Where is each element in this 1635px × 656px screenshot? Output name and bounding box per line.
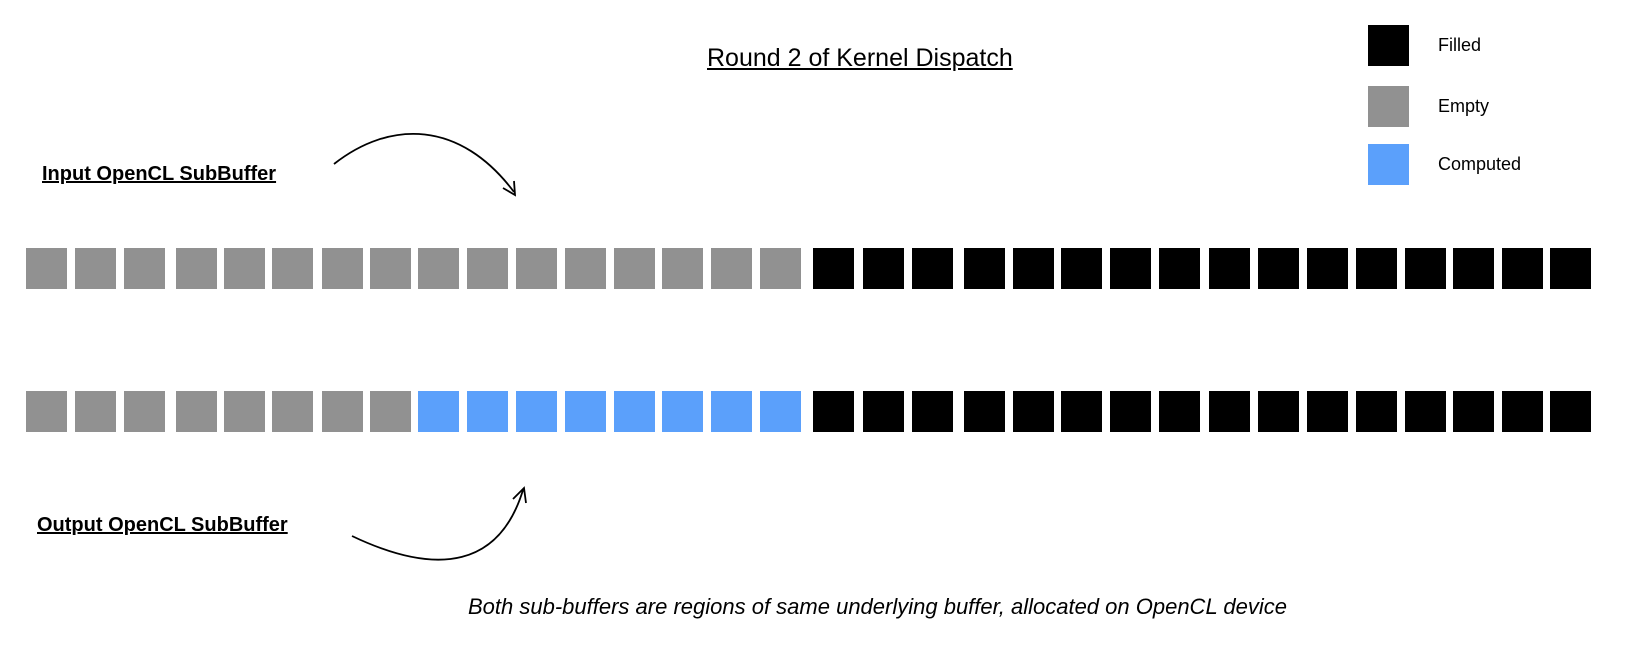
buffer-cell-empty [272,391,313,432]
buffer-cell-filled [813,391,854,432]
buffer-cell-empty [176,391,217,432]
buffer-cell-computed [467,391,508,432]
buffer-cell-filled [1550,248,1591,289]
buffer-cell-empty [322,391,363,432]
legend-swatch-computed [1368,144,1409,185]
buffer-cell-computed [662,391,703,432]
output-subbuffer-row [0,391,1635,433]
buffer-cell-empty [662,248,703,289]
buffer-cell-filled [1013,391,1054,432]
buffer-cell-filled [863,391,904,432]
buffer-cell-empty [26,391,67,432]
buffer-cell-filled [1550,391,1591,432]
buffer-cell-filled [863,248,904,289]
buffer-cell-filled [813,248,854,289]
buffer-cell-filled [1258,248,1299,289]
buffer-cell-filled [912,248,953,289]
buffer-cell-empty [272,248,313,289]
buffer-cell-filled [1502,391,1543,432]
caption-note: Both sub-buffers are regions of same und… [468,594,1287,619]
buffer-cell-filled [1453,248,1494,289]
input-subbuffer-row [0,248,1635,290]
buffer-cell-filled [1209,391,1250,432]
buffer-cell-empty [760,248,801,289]
buffer-cell-filled [1502,248,1543,289]
buffer-cell-empty [516,248,557,289]
buffer-cell-filled [1110,248,1151,289]
buffer-cell-computed [516,391,557,432]
output-subbuffer-label: Output OpenCL SubBuffer [37,514,288,536]
buffer-cell-filled [1307,391,1348,432]
legend-item-computed: Computed [1368,144,1608,186]
buffer-cell-filled [1307,248,1348,289]
legend-label-computed: Computed [1438,154,1522,174]
buffer-cell-filled [964,391,1005,432]
buffer-cell-empty [467,248,508,289]
legend-swatch-empty [1368,86,1409,127]
buffer-cell-filled [1405,391,1446,432]
buffer-cell-empty [124,391,165,432]
buffer-cell-computed [711,391,752,432]
buffer-cell-filled [1356,391,1397,432]
buffer-cell-filled [1159,248,1200,289]
buffer-cell-computed [760,391,801,432]
buffer-cell-filled [1209,248,1250,289]
input-subbuffer-label: Input OpenCL SubBuffer [42,163,277,185]
buffer-cell-computed [565,391,606,432]
buffer-cell-filled [912,391,953,432]
legend-label-filled: Filled [1438,35,1482,55]
buffer-cell-empty [370,248,411,289]
buffer-cell-filled [1061,391,1102,432]
buffer-cell-filled [1405,248,1446,289]
buffer-cell-empty [370,391,411,432]
legend-label-empty: Empty [1438,96,1490,116]
buffer-cell-empty [224,248,265,289]
buffer-cell-filled [1110,391,1151,432]
buffer-cell-computed [418,391,459,432]
buffer-cell-filled [1453,391,1494,432]
buffer-cell-empty [124,248,165,289]
legend-swatch-filled [1368,25,1409,66]
buffer-cell-filled [1013,248,1054,289]
buffer-cell-filled [964,248,1005,289]
buffer-cell-empty [75,391,116,432]
legend-item-filled: Filled [1368,25,1608,67]
buffer-cell-filled [1159,391,1200,432]
buffer-cell-filled [1061,248,1102,289]
buffer-cell-empty [418,248,459,289]
buffer-cell-filled [1356,248,1397,289]
buffer-cell-empty [711,248,752,289]
buffer-cell-empty [224,391,265,432]
buffer-cell-empty [26,248,67,289]
buffer-cell-empty [176,248,217,289]
legend-item-empty: Empty [1368,86,1608,128]
buffer-cell-empty [614,248,655,289]
buffer-cell-computed [614,391,655,432]
diagram-title: Round 2 of Kernel Dispatch [707,44,1013,72]
buffer-cell-empty [565,248,606,289]
buffer-cell-filled [1258,391,1299,432]
buffer-cell-empty [75,248,116,289]
buffer-cell-empty [322,248,363,289]
